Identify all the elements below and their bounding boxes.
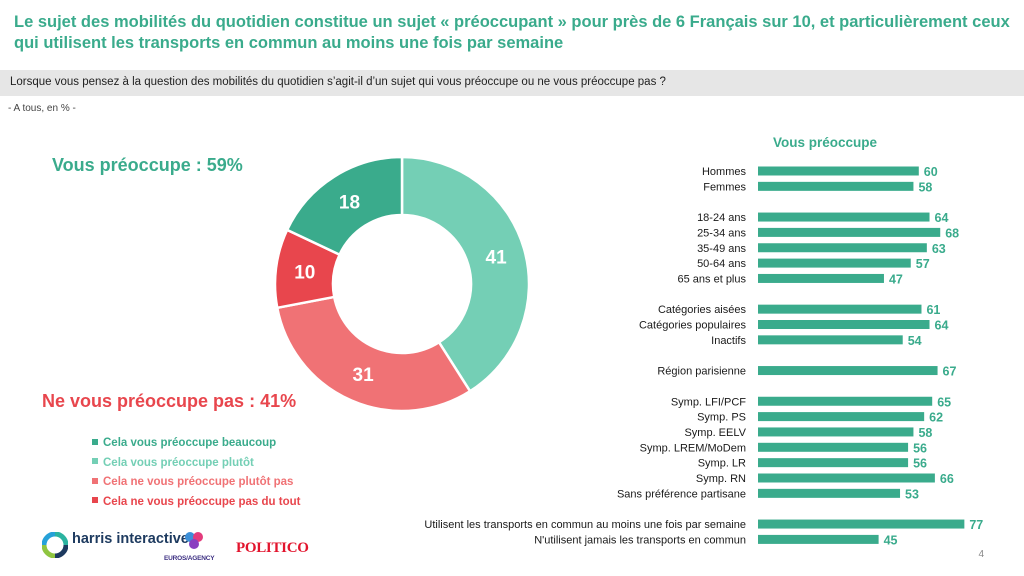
- bar-value-label: 54: [908, 334, 922, 348]
- bar: [758, 258, 911, 268]
- bar-category-label: Sans préférence partisane: [617, 488, 746, 500]
- politico-logo: POLITICO: [236, 540, 309, 556]
- question-banner: Lorsque vous pensez à la question des mo…: [0, 70, 1024, 96]
- not-concerned-total-label: Ne vous préoccupe pas : 41%: [42, 391, 297, 411]
- bar-value-label: 68: [945, 226, 959, 240]
- harris-logo-text: harris interactive: [72, 531, 189, 547]
- bar: [758, 320, 930, 329]
- bar-category-label: 65 ans et plus: [678, 273, 747, 285]
- legend-label: Cela vous préoccupe plutôt: [103, 456, 254, 469]
- legend-marker: [92, 477, 98, 484]
- page-title: Le sujet des mobilités du quotidien cons…: [14, 13, 1010, 52]
- legend-item-plutot: Cela vous préoccupe plutôt: [92, 454, 300, 474]
- bar-value-label: 58: [918, 180, 932, 194]
- legend-marker: [92, 458, 98, 465]
- donut-data-label: 31: [353, 365, 375, 386]
- legend-marker: [92, 438, 98, 445]
- bar: [758, 396, 933, 406]
- legend-label: Cela vous préoccupe beaucoup: [103, 437, 277, 449]
- bar-category-label: Inactifs: [711, 335, 746, 347]
- donut-slice: [285, 155, 404, 257]
- bar-category-label: Symp. LFI/PCF: [671, 396, 746, 408]
- bar: [758, 366, 938, 376]
- bar-category-label: Hommes: [702, 166, 747, 178]
- bar-value-label: 57: [916, 257, 930, 271]
- harris-logo-icon: [42, 532, 68, 558]
- bar-category-label: Symp. RN: [696, 473, 746, 485]
- bar-value-label: 56: [913, 457, 927, 471]
- bar: [758, 335, 903, 345]
- bar: [758, 273, 884, 283]
- bar-category-label: Catégories populaires: [639, 320, 747, 332]
- legend-item-pas-du-tout: Cela ne vous préoccupe pas du tout: [92, 493, 300, 513]
- bar: [758, 427, 914, 437]
- concerned-total-label: Vous préoccupe : 59%: [52, 155, 243, 175]
- donut-data-label: 10: [294, 263, 315, 284]
- bar: [758, 412, 925, 422]
- page-number: 4: [978, 549, 984, 560]
- bar-value-label: 62: [929, 411, 943, 425]
- logo-strip: harris interactive EUROS/AGENCY POLITICO: [40, 528, 340, 568]
- bar-value-label: 77: [969, 518, 983, 532]
- bar-category-label: Symp. PS: [697, 412, 746, 424]
- bar-value-label: 45: [884, 533, 898, 547]
- bar-category-label: Utilisent les transports en commun au mo…: [424, 519, 746, 531]
- bar-category-label: Symp. LREM/MoDem: [640, 442, 746, 454]
- bar-value-label: 67: [943, 365, 957, 379]
- bar-value-label: 58: [918, 426, 932, 440]
- bar-value-label: 64: [935, 319, 949, 333]
- bar-category-label: Femmes: [703, 181, 746, 193]
- donut-data-label: 41: [486, 248, 508, 269]
- bar-category-label: 35-49 ans: [697, 243, 746, 255]
- bar-category-label: Symp. LR: [698, 458, 746, 470]
- bar-category-label: N'utilisent jamais les transports en com…: [534, 534, 746, 546]
- bar: [758, 534, 879, 544]
- bar: [758, 488, 901, 498]
- legend-label: Cela ne vous préoccupe pas du tout: [103, 495, 301, 508]
- legend-marker: [92, 497, 98, 504]
- bar-value-label: 56: [913, 441, 927, 455]
- bar-value-label: 47: [889, 272, 903, 286]
- bar-value-label: 53: [905, 487, 919, 501]
- bar-category-label: Symp. EELV: [684, 427, 746, 439]
- bar: [758, 458, 909, 468]
- bar: [758, 243, 927, 253]
- bar-value-label: 64: [935, 211, 949, 225]
- euros-agency-logo-text: EUROS/AGENCY: [164, 555, 215, 562]
- question-text: Lorsque vous pensez à la question des mo…: [10, 76, 666, 88]
- bar: [758, 473, 935, 483]
- bar: [758, 519, 965, 529]
- bar-chart-title: Vous préoccupe: [772, 135, 878, 150]
- bar: [758, 166, 919, 176]
- legend-item-plutot-pas: Cela ne vous préoccupe plutôt pas: [92, 473, 300, 493]
- bar-value-label: 61: [926, 303, 940, 317]
- donut-legend: Cela vous préoccupe beaucoup Cela vous p…: [92, 434, 300, 512]
- legend-label: Cela ne vous préoccupe plutôt pas: [103, 476, 294, 488]
- bar-category-label: Catégories aisées: [658, 304, 747, 316]
- bar-category-label: 50-64 ans: [697, 258, 746, 270]
- donut-slice: [400, 155, 531, 393]
- bar: [758, 442, 909, 452]
- euros-agency-logo-icon: [185, 532, 203, 549]
- bar-category-label: 25-34 ans: [697, 227, 746, 239]
- base-note: - A tous, en % -: [8, 103, 76, 114]
- bar: [758, 227, 941, 237]
- donut-data-label: 18: [339, 192, 360, 213]
- donut-slice: [275, 295, 472, 413]
- bar-category-label: 18-24 ans: [697, 212, 746, 224]
- bar-value-label: 65: [937, 395, 951, 409]
- bar: [758, 212, 930, 222]
- bar-category-label: Région parisienne: [657, 366, 746, 378]
- legend-item-beaucoup: Cela vous préoccupe beaucoup: [92, 434, 300, 454]
- bar-value-label: 66: [940, 472, 954, 486]
- bar: [758, 181, 914, 191]
- bar-value-label: 60: [924, 165, 938, 179]
- bar: [758, 304, 922, 314]
- bar-value-label: 63: [932, 242, 946, 256]
